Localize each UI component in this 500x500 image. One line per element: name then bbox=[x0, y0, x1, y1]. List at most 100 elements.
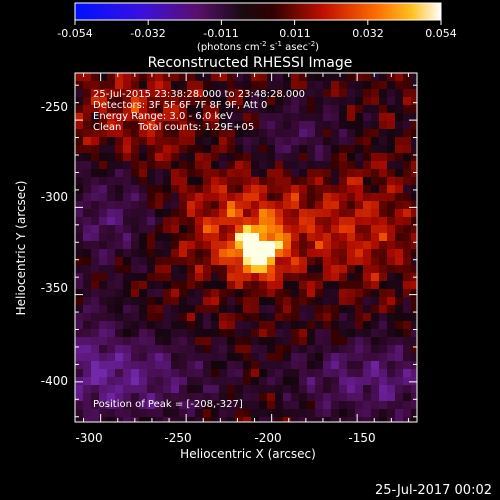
image-pixel bbox=[203, 193, 212, 202]
image-pixel bbox=[83, 225, 92, 234]
image-pixel bbox=[83, 257, 92, 266]
image-pixel bbox=[219, 81, 228, 90]
image-pixel bbox=[195, 305, 204, 314]
image-pixel bbox=[203, 329, 212, 338]
image-pixel bbox=[187, 289, 196, 298]
image-pixel bbox=[339, 273, 348, 282]
image-pixel bbox=[307, 321, 316, 330]
image-pixel bbox=[147, 273, 156, 282]
image-pixel bbox=[363, 409, 372, 418]
image-pixel bbox=[123, 217, 132, 226]
image-pixel bbox=[171, 193, 180, 202]
colorbar-tick-label: 0.032 bbox=[352, 27, 384, 40]
image-pixel bbox=[291, 417, 300, 422]
image-pixel bbox=[339, 377, 348, 386]
image-pixel bbox=[227, 153, 236, 162]
image-pixel bbox=[379, 289, 388, 298]
image-pixel bbox=[299, 393, 308, 402]
image-pixel bbox=[131, 97, 140, 106]
image-pixel bbox=[187, 417, 196, 422]
image-pixel bbox=[139, 409, 148, 418]
image-pixel bbox=[179, 161, 188, 170]
image-pixel bbox=[211, 97, 220, 106]
image-pixel bbox=[187, 81, 196, 90]
image-pixel bbox=[379, 97, 388, 106]
image-pixel bbox=[139, 385, 148, 394]
image-pixel bbox=[203, 81, 212, 90]
image-pixel bbox=[371, 297, 380, 306]
image-pixel bbox=[155, 321, 164, 330]
image-pixel bbox=[387, 297, 396, 306]
image-pixel bbox=[403, 113, 412, 122]
image-pixel bbox=[163, 81, 172, 90]
image-pixel bbox=[227, 281, 236, 290]
image-pixel bbox=[363, 153, 372, 162]
image-pixel bbox=[307, 97, 316, 106]
image-pixel bbox=[227, 401, 236, 410]
image-pixel bbox=[371, 121, 380, 130]
image-pixel bbox=[339, 241, 348, 250]
image-pixel bbox=[187, 401, 196, 410]
image-pixel bbox=[307, 209, 316, 218]
image-pixel bbox=[299, 185, 308, 194]
image-pixel bbox=[403, 361, 412, 370]
image-pixel bbox=[219, 409, 228, 418]
image-pixel bbox=[115, 353, 124, 362]
image-pixel bbox=[187, 273, 196, 282]
image-pixel bbox=[179, 313, 188, 322]
image-pixel bbox=[283, 297, 292, 306]
image-pixel bbox=[131, 225, 140, 234]
image-pixel bbox=[395, 193, 404, 202]
image-pixel bbox=[187, 225, 196, 234]
image-pixel bbox=[195, 249, 204, 258]
image-pixel bbox=[243, 105, 252, 114]
image-pixel bbox=[403, 169, 412, 178]
image-pixel bbox=[171, 185, 180, 194]
image-pixel bbox=[251, 353, 260, 362]
image-pixel bbox=[195, 185, 204, 194]
image-pixel bbox=[155, 361, 164, 370]
image-pixel bbox=[347, 377, 356, 386]
image-pixel bbox=[323, 81, 332, 90]
image-pixel bbox=[347, 321, 356, 330]
image-pixel bbox=[163, 289, 172, 298]
image-pixel bbox=[83, 385, 92, 394]
image-pixel bbox=[395, 361, 404, 370]
image-pixel bbox=[339, 393, 348, 402]
image-pixel bbox=[227, 313, 236, 322]
image-pixel bbox=[251, 113, 260, 122]
image-pixel bbox=[331, 241, 340, 250]
image-pixel bbox=[123, 265, 132, 274]
image-pixel bbox=[83, 265, 92, 274]
image-pixel bbox=[283, 81, 292, 90]
image-pixel bbox=[203, 121, 212, 130]
image-pixel bbox=[155, 241, 164, 250]
image-pixel bbox=[203, 161, 212, 170]
image-pixel bbox=[283, 385, 292, 394]
image-pixel bbox=[379, 201, 388, 210]
image-pixel bbox=[227, 81, 236, 90]
image-pixel bbox=[131, 153, 140, 162]
image-pixel bbox=[187, 105, 196, 114]
image-pixel bbox=[171, 377, 180, 386]
image-pixel bbox=[83, 177, 92, 186]
image-pixel bbox=[163, 385, 172, 394]
image-pixel bbox=[251, 297, 260, 306]
image-pixel bbox=[299, 369, 308, 378]
image-pixel bbox=[363, 81, 372, 90]
image-pixel bbox=[347, 233, 356, 242]
image-pixel bbox=[219, 273, 228, 282]
image-pixel bbox=[123, 345, 132, 354]
image-pixel bbox=[83, 305, 92, 314]
image-pixel bbox=[243, 113, 252, 122]
image-pixel bbox=[403, 225, 412, 234]
image-pixel bbox=[387, 185, 396, 194]
image-pixel bbox=[131, 257, 140, 266]
image-pixel bbox=[411, 257, 417, 266]
image-pixel bbox=[83, 297, 92, 306]
image-pixel bbox=[139, 177, 148, 186]
image-pixel bbox=[251, 185, 260, 194]
image-pixel bbox=[91, 209, 100, 218]
image-pixel bbox=[331, 313, 340, 322]
image-pixel bbox=[355, 121, 364, 130]
